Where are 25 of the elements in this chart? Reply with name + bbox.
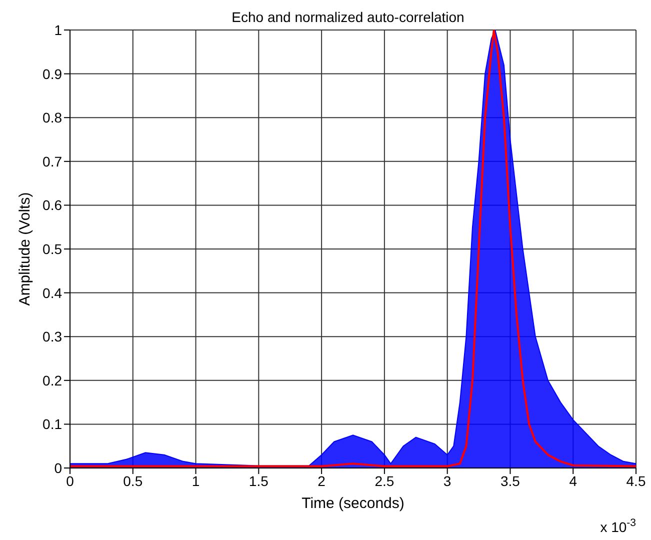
y-tick-label: 0.2 xyxy=(42,372,62,388)
x-tick-label: 3.5 xyxy=(500,472,520,489)
text: x 10$^{-3}$ xyxy=(600,517,636,535)
y-tick-label: 0 xyxy=(54,460,62,476)
y-tick-label: 0.7 xyxy=(42,153,62,170)
y-axis-title: Amplitude (Volts) xyxy=(16,192,34,306)
y-tick-label: 0.8 xyxy=(42,110,62,126)
x-tick-label: 4.5 xyxy=(626,472,646,489)
chart-title: Echo and normalized auto-correlation xyxy=(232,9,464,25)
y-tick-label: 0.1 xyxy=(42,416,62,432)
x-tick-label: 3 xyxy=(443,472,452,489)
x-tick-label: 2 xyxy=(318,472,326,489)
y-tick-label: 0.5 xyxy=(42,240,62,257)
x-tick-label: 4 xyxy=(569,472,578,489)
x-tick-label: 0.5 xyxy=(123,472,143,489)
y-tick-label: 0.4 xyxy=(42,284,62,301)
x-tick-label: 1 xyxy=(192,472,200,489)
y-tick-label: 1 xyxy=(54,22,62,38)
x-axis-title: Time (seconds) xyxy=(302,495,404,512)
y-tick-label: 0.3 xyxy=(42,328,62,345)
x-tick-label: 2.5 xyxy=(374,472,394,489)
y-tick-label: 0.6 xyxy=(42,197,62,214)
y-tick-label: 0.9 xyxy=(42,66,62,82)
x-tick-label: 1.5 xyxy=(248,472,269,489)
x-tick-label: 0 xyxy=(66,472,74,489)
